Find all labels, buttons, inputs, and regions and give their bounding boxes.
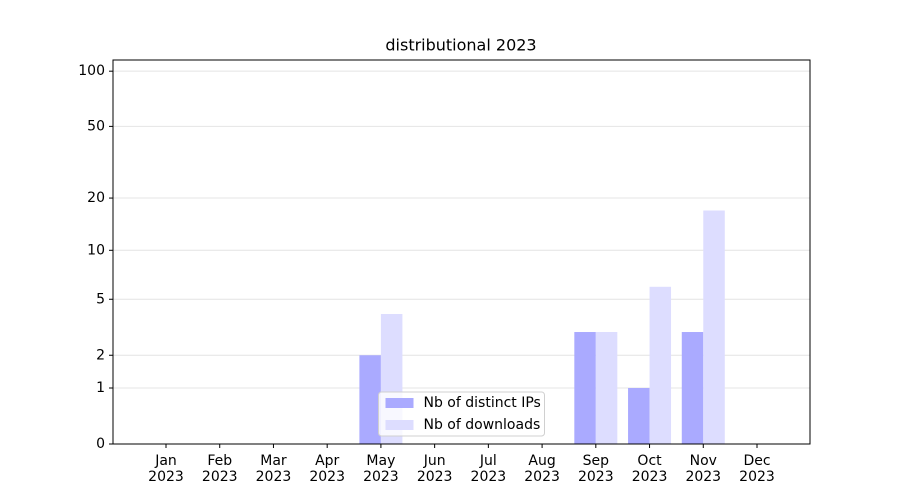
bar [649,286,672,444]
bar [359,355,381,444]
legend-label: Nb of distinct IPs [424,395,541,411]
x-tick-label: Nov 2023 [685,453,721,485]
bar [595,332,618,444]
x-tick-label: Mar 2023 [256,453,292,485]
y-tick-label: 20 [87,190,105,206]
x-tick-label: May 2023 [363,453,399,485]
legend-swatch [385,398,414,408]
x-tick-label: Jun 2023 [417,453,453,485]
y-tick-label: 2 [96,347,105,363]
bar [574,332,596,444]
y-tick-label: 100 [78,63,105,79]
y-tick-label: 1 [96,380,105,396]
bar [703,210,725,444]
legend-swatch [385,420,414,430]
x-tick-label: Oct 2023 [632,453,668,485]
x-tick-label: Dec 2023 [739,453,775,485]
chart-title: distributional 2023 [385,36,536,55]
x-tick-label: Jul 2023 [471,453,507,485]
legend-label: Nb of downloads [424,417,541,433]
x-tick-label: Feb 2023 [202,453,238,485]
x-tick-label: Apr 2023 [309,453,345,485]
x-tick-label: Sep 2023 [578,453,614,485]
y-tick-label: 5 [96,291,105,307]
bar [681,332,704,444]
x-tick-label: Aug 2023 [524,453,560,485]
plot-frame [112,59,811,445]
legend-box [378,391,545,437]
y-tick-label: 10 [87,242,105,258]
bar [628,388,650,444]
y-tick-label: 50 [87,118,105,134]
y-tick-label: 0 [96,436,105,452]
x-tick-label: Jan 2023 [148,453,184,485]
